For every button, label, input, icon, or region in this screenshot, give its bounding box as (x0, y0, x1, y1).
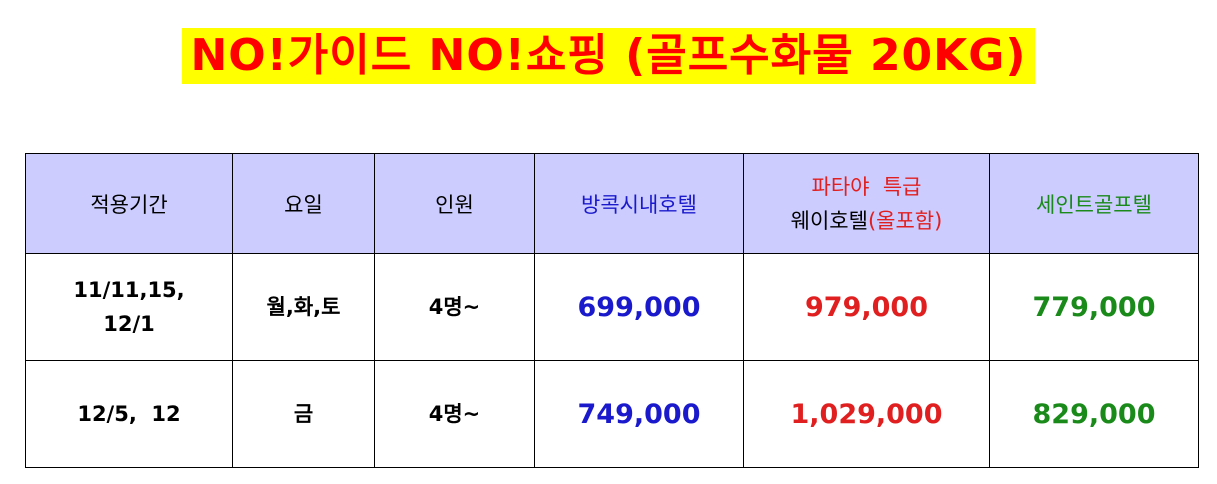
saint-price: 779,000 (1032, 291, 1156, 323)
table-row: 11/11,15, 12/1 월,화,토 4명~ 699,000 979,000… (25, 253, 1199, 361)
title-container: NO!가이드 NO!쇼핑 (골프수화물 20KG) (0, 28, 1217, 84)
cell-day: 월,화,토 (232, 253, 375, 361)
cell-bangkok: 749,000 (534, 360, 744, 468)
day-value: 금 (293, 402, 314, 426)
cell-saint: 779,000 (989, 253, 1199, 361)
header-people-label: 인원 (435, 192, 474, 217)
cell-period: 11/11,15, 12/1 (25, 253, 233, 361)
cell-pattaya: 979,000 (743, 253, 990, 361)
period-line1: 11/11,15, (73, 278, 185, 302)
header-saint: 세인트골프텔 (989, 153, 1199, 254)
period-line2: 12/1 (103, 312, 155, 336)
cell-pattaya: 1,029,000 (743, 360, 990, 468)
cell-people: 4명~ (374, 253, 535, 361)
pattaya-price: 1,029,000 (790, 398, 943, 430)
people-value: 4명~ (428, 295, 481, 319)
header-day: 요일 (232, 153, 375, 254)
table-header-row: 적용기간 요일 인원 방콕시내호텔 파타야 특급 웨이호텔(올포함) 세인트골프… (25, 153, 1199, 254)
header-pattaya-note: (올포함) (867, 208, 943, 233)
saint-price: 829,000 (1032, 398, 1156, 430)
bangkok-price: 749,000 (577, 398, 701, 430)
period-line1: 12/5, 12 (77, 402, 181, 426)
table-row: 12/5, 12 금 4명~ 749,000 1,029,000 829,000 (25, 360, 1199, 468)
price-table: 적용기간 요일 인원 방콕시내호텔 파타야 특급 웨이호텔(올포함) 세인트골프… (25, 153, 1199, 468)
header-period-label: 적용기간 (90, 192, 168, 217)
cell-day: 금 (232, 360, 375, 468)
header-people: 인원 (374, 153, 535, 254)
header-pattaya-line1: 파타야 특급 (811, 174, 922, 199)
header-pattaya-hotel: 웨이호텔 (790, 208, 868, 233)
header-bangkok: 방콕시내호텔 (534, 153, 744, 254)
people-value: 4명~ (428, 402, 481, 426)
cell-saint: 829,000 (989, 360, 1199, 468)
cell-bangkok: 699,000 (534, 253, 744, 361)
day-value: 월,화,토 (266, 295, 341, 319)
header-pattaya: 파타야 특급 웨이호텔(올포함) (743, 153, 990, 254)
header-period: 적용기간 (25, 153, 233, 254)
header-saint-label: 세인트골프텔 (1036, 192, 1152, 217)
cell-people: 4명~ (374, 360, 535, 468)
header-day-label: 요일 (284, 192, 323, 217)
page-title: NO!가이드 NO!쇼핑 (골프수화물 20KG) (182, 28, 1035, 84)
bangkok-price: 699,000 (577, 291, 701, 323)
pattaya-price: 979,000 (805, 291, 928, 323)
header-pattaya-line2: 웨이호텔(올포함) (744, 204, 989, 238)
header-bangkok-label: 방콕시내호텔 (581, 192, 697, 217)
cell-period: 12/5, 12 (25, 360, 233, 468)
